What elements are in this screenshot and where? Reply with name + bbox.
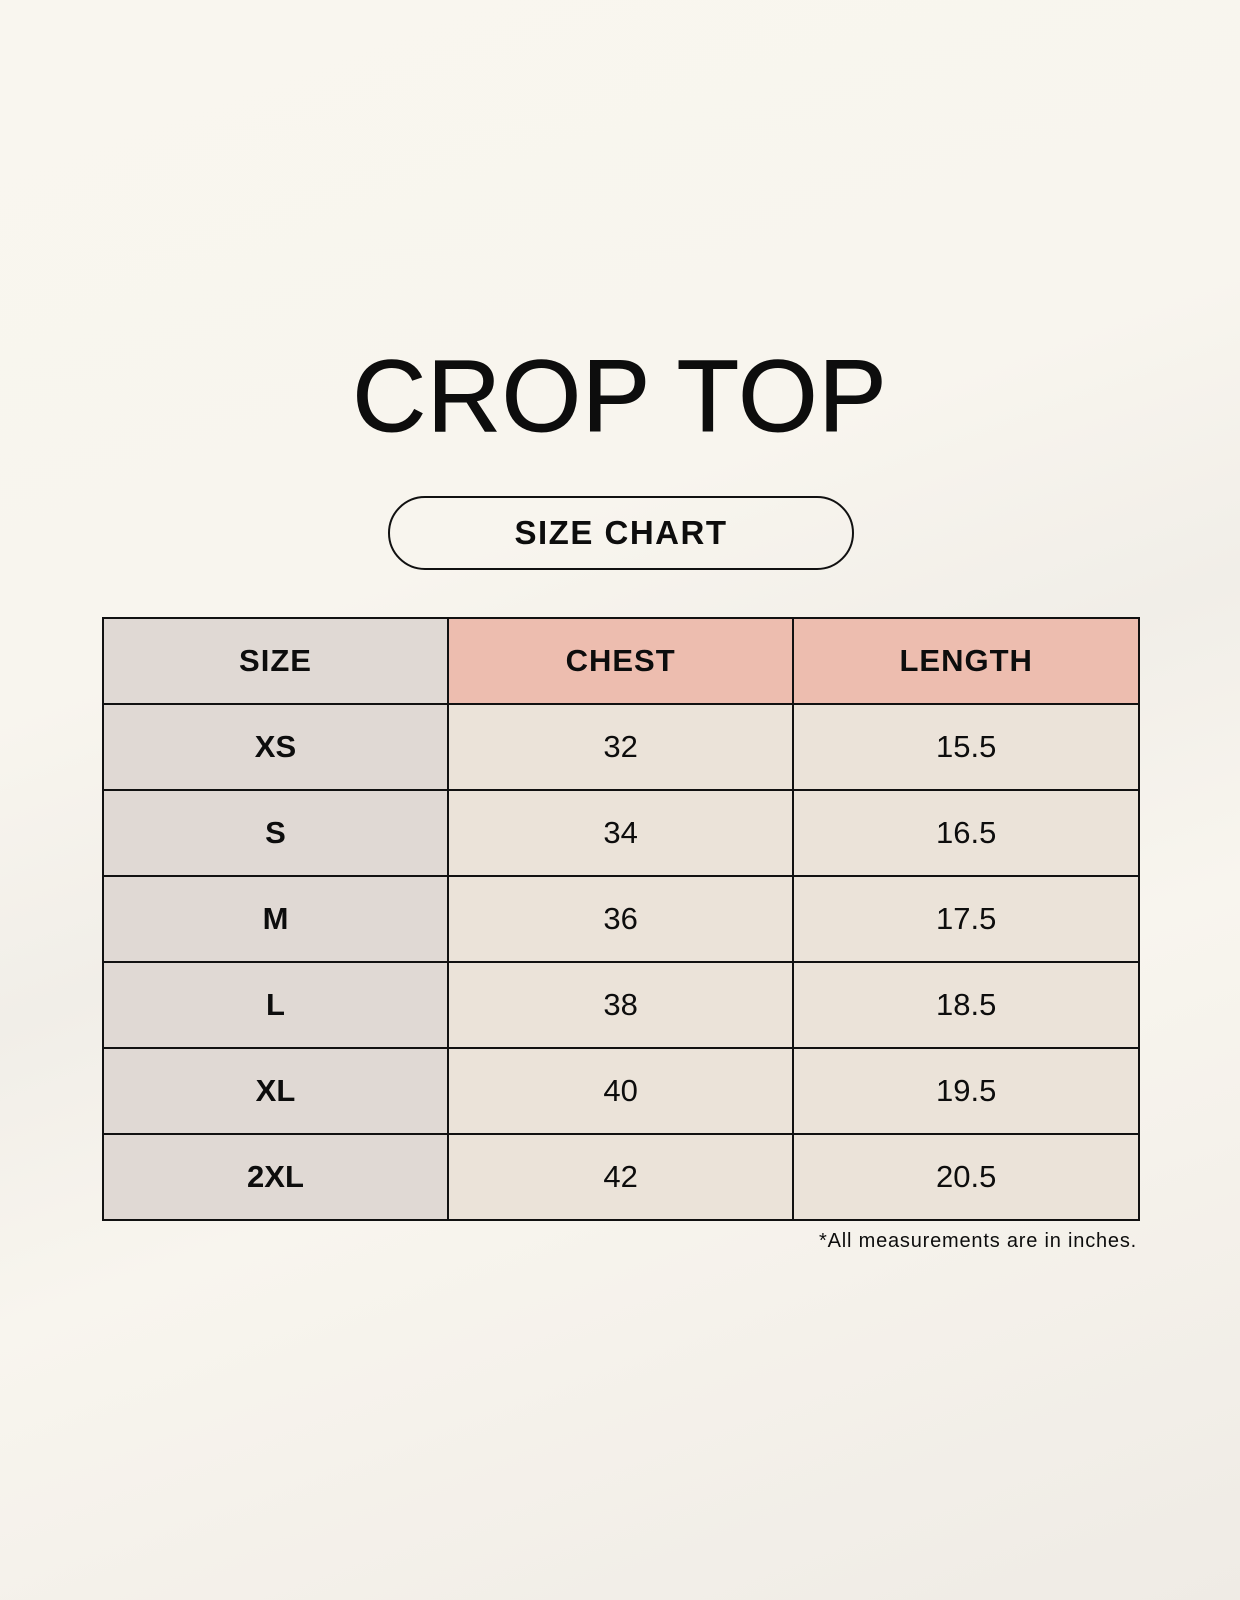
header-size: SIZE <box>102 617 449 705</box>
table-header-row: SIZE CHEST LENGTH <box>102 617 1140 705</box>
size-chart-label: SIZE CHART <box>388 496 854 570</box>
cell-length: 17.5 <box>792 875 1140 963</box>
table-row: L 38 18.5 <box>102 961 1140 1049</box>
table-row: XS 32 15.5 <box>102 703 1140 791</box>
cell-chest: 36 <box>446 875 795 963</box>
cell-length: 16.5 <box>792 789 1140 877</box>
cell-chest: 42 <box>446 1133 795 1221</box>
cell-length: 15.5 <box>792 703 1140 791</box>
cell-size: 2XL <box>102 1133 449 1221</box>
cell-length: 20.5 <box>792 1133 1140 1221</box>
table-row: XL 40 19.5 <box>102 1047 1140 1135</box>
cell-length: 19.5 <box>792 1047 1140 1135</box>
cell-size: L <box>102 961 449 1049</box>
header-chest: CHEST <box>446 617 795 705</box>
table-row: M 36 17.5 <box>102 875 1140 963</box>
table-row: S 34 16.5 <box>102 789 1140 877</box>
cell-size: XL <box>102 1047 449 1135</box>
cell-chest: 32 <box>446 703 795 791</box>
size-table: SIZE CHEST LENGTH XS 32 15.5 S 34 16.5 M 36 17.5… <box>102 617 1140 1221</box>
table-row: 2XL 42 20.5 <box>102 1133 1140 1221</box>
cell-chest: 38 <box>446 961 795 1049</box>
cell-chest: 40 <box>446 1047 795 1135</box>
footnote: *All measurements are in inches. <box>819 1230 1137 1252</box>
cell-size: S <box>102 789 449 877</box>
cell-size: XS <box>102 703 449 791</box>
cell-length: 18.5 <box>792 961 1140 1049</box>
page-title: CROP TOP <box>352 339 888 453</box>
header-length: LENGTH <box>792 617 1140 705</box>
cell-size: M <box>102 875 449 963</box>
cell-chest: 34 <box>446 789 795 877</box>
